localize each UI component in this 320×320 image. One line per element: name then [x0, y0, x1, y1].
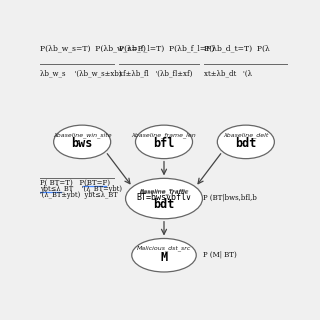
Text: P (M| BT): P (M| BT)	[203, 250, 237, 258]
Text: P(λb_d_t=T)  P(λ: P(λb_d_t=T) P(λ	[204, 44, 269, 52]
Ellipse shape	[54, 125, 111, 159]
Text: xt±λb_dt   '(λ: xt±λb_dt '(λ	[204, 69, 252, 77]
Text: P( BT=T)   P(BT=F): P( BT=T) P(BT=F)	[40, 179, 110, 187]
Text: Malicious_dst_src: Malicious_dst_src	[137, 246, 191, 251]
Ellipse shape	[135, 125, 193, 159]
Text: bfl: bfl	[153, 137, 175, 150]
Text: Baseline_Traffic: Baseline_Traffic	[140, 189, 188, 195]
Ellipse shape	[217, 125, 274, 159]
Text: ybt≤λ_BT    '(λ_BT=ybt): ybt≤λ_BT '(λ_BT=ybt)	[40, 185, 122, 193]
Text: λbaseline_win_site: λbaseline_win_site	[53, 132, 111, 138]
Text: M: M	[160, 251, 168, 264]
Text: BT=bws∨bfl∨: BT=bws∨bfl∨	[137, 193, 191, 202]
Ellipse shape	[125, 178, 203, 219]
Text: P(λb_w_s=T)  P(λb_w_s=F): P(λb_w_s=T) P(λb_w_s=F)	[40, 44, 146, 52]
Text: λb_w_s    '(λb_w_s±xb): λb_w_s '(λb_w_s±xb)	[40, 69, 122, 77]
Text: '(λ_BT±ybt)  ybt≤λ_BT: '(λ_BT±ybt) ybt≤λ_BT	[40, 191, 118, 199]
Text: bws: bws	[71, 137, 93, 150]
Text: P (BT|bws,bfl,b: P (BT|bws,bfl,b	[203, 193, 257, 201]
Text: λbaseline_delt: λbaseline_delt	[223, 132, 268, 138]
Ellipse shape	[132, 238, 196, 272]
Text: xf±λb_fl   '(λb_fl±xf): xf±λb_fl '(λb_fl±xf)	[119, 69, 193, 77]
Text: Baseline_Traffic: Baseline_Traffic	[140, 188, 188, 194]
Text: bdt: bdt	[153, 198, 175, 211]
Text: λbaseline_frame_len: λbaseline_frame_len	[132, 132, 196, 138]
Text: P(λb_f_l=T)  P(λb_f_l=F): P(λb_f_l=T) P(λb_f_l=F)	[119, 44, 215, 52]
Text: bdt: bdt	[235, 137, 257, 150]
